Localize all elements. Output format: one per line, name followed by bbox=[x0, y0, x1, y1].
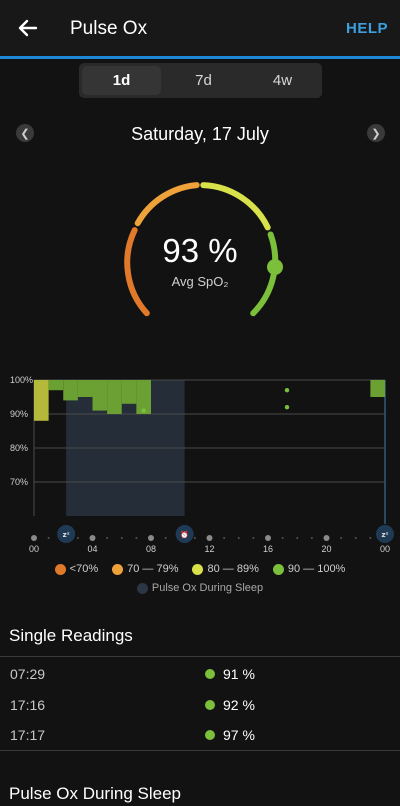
reading-value: 97 % bbox=[223, 727, 255, 743]
page-title: Pulse Ox bbox=[70, 18, 148, 39]
status-dot bbox=[205, 730, 215, 740]
axis-dot bbox=[310, 537, 313, 539]
legend-item: 90 — 100% bbox=[272, 563, 345, 575]
axis-dot bbox=[237, 537, 240, 539]
bar bbox=[121, 380, 137, 404]
avg-spo2-label: Avg SpO₂ bbox=[171, 274, 229, 289]
alarm-clock-icon-glyph: ⏰ bbox=[180, 530, 189, 539]
axis-dot bbox=[369, 537, 372, 539]
data-point bbox=[284, 388, 290, 393]
chevron-right-icon[interactable]: ❯ bbox=[367, 124, 385, 142]
x-tick-label: 00 bbox=[380, 544, 390, 554]
tab-1d[interactable]: 1d bbox=[82, 66, 161, 95]
axis-dot bbox=[76, 537, 79, 539]
gauge-segment-high bbox=[200, 182, 271, 231]
sleep-icon-glyph: zᶻ bbox=[382, 531, 389, 539]
axis-dot bbox=[89, 535, 96, 541]
date-label: Saturday, 17 July bbox=[131, 124, 269, 144]
x-tick-label: 08 bbox=[146, 544, 156, 554]
axis-dot bbox=[223, 537, 226, 539]
tab-7d[interactable]: 7d bbox=[195, 72, 212, 89]
reading-time: 07:29 bbox=[10, 666, 46, 682]
bar bbox=[107, 380, 122, 414]
x-tick-label: 04 bbox=[87, 544, 97, 554]
legend-item: 70 — 79% bbox=[112, 563, 178, 575]
y-tick-label: 80% bbox=[10, 443, 28, 453]
data-point bbox=[141, 408, 146, 413]
x-tick-label: 16 bbox=[263, 544, 273, 554]
spo2-gauge bbox=[124, 182, 283, 317]
divider bbox=[0, 750, 400, 751]
axis-dot bbox=[120, 537, 123, 539]
divider bbox=[0, 656, 400, 657]
bar bbox=[34, 380, 49, 421]
legend-sleep: Pulse Ox During Sleep bbox=[0, 582, 400, 594]
sleep-swatch bbox=[136, 582, 148, 594]
tab-4w[interactable]: 4w bbox=[272, 72, 293, 89]
axis-dot bbox=[106, 537, 109, 539]
bar bbox=[77, 380, 93, 397]
axis-dot bbox=[148, 535, 154, 541]
legend-item: <70% bbox=[54, 563, 98, 575]
appbar-divider bbox=[0, 56, 400, 59]
y-tick-label: 70% bbox=[10, 477, 28, 487]
sleep-icon bbox=[57, 525, 76, 543]
data-point bbox=[284, 405, 290, 410]
gauge-segment-low bbox=[124, 227, 150, 317]
axis-dot bbox=[193, 537, 196, 539]
chevron-left-icon[interactable]: ❮ bbox=[16, 124, 34, 142]
axis-dot bbox=[340, 537, 343, 539]
reading-time: 17:17 bbox=[10, 727, 46, 743]
axis-dot bbox=[354, 537, 357, 539]
reading-value: 91 % bbox=[223, 666, 255, 682]
help-button[interactable]: HELP bbox=[345, 20, 388, 37]
alarm-clock-icon bbox=[175, 525, 194, 543]
axis-dot bbox=[47, 537, 50, 539]
x-tick-label: 00 bbox=[29, 544, 39, 554]
x-tick-label: 20 bbox=[321, 544, 331, 554]
list-item: 17:16 92 % bbox=[0, 690, 400, 720]
bar bbox=[370, 380, 385, 397]
x-tick-label: 12 bbox=[204, 544, 214, 554]
sleep-icon bbox=[376, 525, 394, 543]
status-dot bbox=[205, 669, 215, 679]
list-item: 07:29 91 % bbox=[0, 659, 400, 689]
axis-dot bbox=[296, 537, 299, 539]
bar bbox=[92, 380, 108, 411]
single-readings-title: Single Readings bbox=[9, 626, 133, 645]
axis-dot bbox=[252, 537, 255, 539]
bar bbox=[48, 380, 64, 391]
bar bbox=[136, 380, 151, 414]
reading-time: 17:16 bbox=[10, 697, 46, 713]
gauge-segment-best bbox=[250, 231, 279, 317]
app-bar: Pulse Ox HELP bbox=[0, 0, 400, 57]
axis-dot bbox=[164, 537, 167, 539]
axis-dot bbox=[323, 535, 330, 541]
axis-dot bbox=[31, 535, 37, 541]
legend-item: 80 — 89% bbox=[192, 563, 259, 575]
avg-spo2-value: 93 % bbox=[162, 232, 238, 269]
y-tick-label: 100% bbox=[10, 375, 33, 385]
gauge-indicator bbox=[267, 259, 283, 275]
axis-dot bbox=[206, 535, 213, 541]
spo2-chart: 100% 90% 80% 70% 00 04 08 12 16 20 00 zᶻ ⏰ zᶻ bbox=[10, 375, 394, 554]
bar bbox=[63, 380, 78, 401]
sleep-icon-glyph: zᶻ bbox=[63, 531, 70, 539]
reading-value: 92 % bbox=[223, 697, 255, 713]
gauge-segment-mid bbox=[134, 182, 200, 227]
axis-dot bbox=[135, 537, 138, 539]
list-item: 17:17 97 % bbox=[0, 720, 400, 750]
range-tabs: 1d 7d 4w bbox=[79, 63, 322, 98]
axis-dot bbox=[265, 535, 271, 541]
status-dot bbox=[205, 700, 215, 710]
axis-dot bbox=[281, 537, 284, 539]
chart-legend: <70% 70 — 79% 80 — 89% 90 — 100% bbox=[0, 563, 400, 575]
y-tick-label: 90% bbox=[10, 409, 28, 419]
arrow-left-icon[interactable] bbox=[14, 14, 42, 42]
sleep-section-title: Pulse Ox During Sleep bbox=[9, 784, 181, 803]
